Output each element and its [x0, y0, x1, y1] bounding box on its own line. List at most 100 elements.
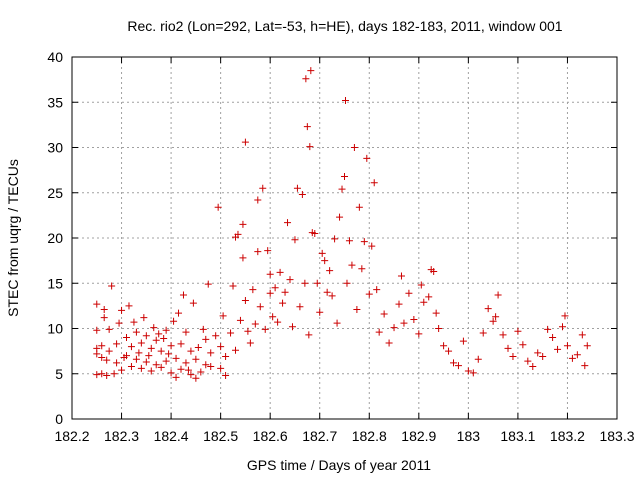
- data-point: [266, 289, 274, 297]
- x-tick-label: 182.7: [302, 428, 337, 444]
- data-point: [105, 325, 113, 333]
- x-tick-label: 183: [457, 428, 481, 444]
- chart-title: Rec. rio2 (Lon=292, Lat=-53, h=HE), days…: [127, 18, 562, 34]
- x-tick-label: 183.1: [500, 428, 535, 444]
- data-point: [534, 349, 542, 357]
- data-point: [197, 368, 205, 376]
- data-point: [559, 323, 566, 331]
- x-tick-label: 183.3: [599, 428, 634, 444]
- data-point: [459, 337, 467, 345]
- data-point: [318, 249, 326, 257]
- data-point: [127, 343, 135, 351]
- data-point: [123, 352, 130, 360]
- data-point: [489, 317, 497, 325]
- data-point: [432, 309, 440, 317]
- data-point: [241, 138, 249, 146]
- data-point: [353, 305, 361, 313]
- x-tick-labels: 182.2 182.3 182.4 182.5 182.6 182.7 182.8 182.9…: [54, 428, 634, 444]
- data-point: [390, 324, 398, 332]
- data-point: [321, 257, 329, 265]
- data-point: [514, 327, 522, 335]
- data-point: [256, 303, 264, 311]
- data-point: [192, 374, 200, 382]
- data-point: [137, 339, 145, 347]
- data-point: [157, 363, 165, 371]
- data-point: [177, 365, 185, 373]
- data-point: [348, 261, 356, 269]
- data-point: [246, 339, 254, 347]
- data-point: [137, 364, 145, 372]
- data-point: [445, 347, 453, 355]
- data-point: [395, 300, 403, 308]
- data-point: [192, 355, 200, 363]
- data-point: [199, 325, 207, 333]
- data-point: [217, 364, 225, 372]
- data-point: [313, 279, 321, 287]
- data-point: [249, 286, 257, 294]
- data-point: [568, 354, 576, 362]
- data-point: [135, 349, 143, 357]
- data-point: [207, 363, 215, 371]
- data-point: [214, 203, 222, 211]
- data-point: [162, 326, 170, 334]
- x-tick-label: 182.2: [54, 428, 89, 444]
- data-point: [450, 359, 457, 367]
- data-point: [269, 313, 277, 321]
- data-point: [254, 196, 262, 204]
- data-point: [105, 347, 113, 355]
- data-point: [400, 319, 408, 327]
- data-point: [202, 335, 210, 343]
- data-point: [293, 184, 301, 192]
- data-point: [288, 323, 296, 331]
- data-point: [130, 318, 138, 326]
- data-point: [172, 373, 180, 381]
- data-point: [125, 302, 133, 310]
- data-point: [177, 340, 185, 348]
- data-point: [573, 351, 581, 359]
- x-tick-label: 182.4: [154, 428, 189, 444]
- data-point: [118, 306, 126, 314]
- data-point: [328, 292, 336, 300]
- data-point: [219, 312, 227, 320]
- data-point: [132, 328, 140, 336]
- data-point: [499, 331, 507, 339]
- data-point: [167, 369, 175, 377]
- data-point: [425, 293, 433, 301]
- data-point: [302, 75, 310, 83]
- data-point: [385, 339, 393, 347]
- data-point: [264, 247, 272, 255]
- data-point: [93, 371, 101, 379]
- data-point: [98, 342, 106, 350]
- data-point: [494, 291, 502, 299]
- data-point: [454, 362, 462, 370]
- data-point: [306, 143, 314, 151]
- y-tick-labels: 0 5 10 15 20 25 30 35 40: [47, 49, 63, 427]
- data-point: [127, 363, 135, 371]
- data-point: [167, 342, 175, 350]
- data-point: [380, 310, 388, 318]
- data-point: [236, 316, 244, 324]
- y-tick-label: 5: [55, 366, 63, 382]
- data-point: [524, 357, 532, 365]
- y-tick-label: 25: [47, 185, 63, 201]
- data-point: [435, 325, 443, 332]
- data-point: [123, 334, 130, 342]
- data-point: [430, 267, 438, 275]
- data-point: [145, 352, 153, 360]
- data-point: [229, 282, 237, 290]
- data-point: [415, 330, 423, 338]
- data-point: [561, 312, 569, 320]
- data-point: [140, 314, 148, 322]
- data-point: [305, 331, 313, 339]
- data-point: [284, 219, 292, 227]
- data-point: [323, 288, 331, 296]
- data-point: [358, 265, 366, 273]
- x-axis-label: GPS time / Days of year 2011: [247, 457, 431, 473]
- data-point: [276, 268, 284, 276]
- data-point: [492, 313, 500, 321]
- data-point: [301, 279, 309, 287]
- y-tick-label: 0: [55, 411, 63, 427]
- data-point: [152, 336, 160, 344]
- data-point: [227, 329, 235, 337]
